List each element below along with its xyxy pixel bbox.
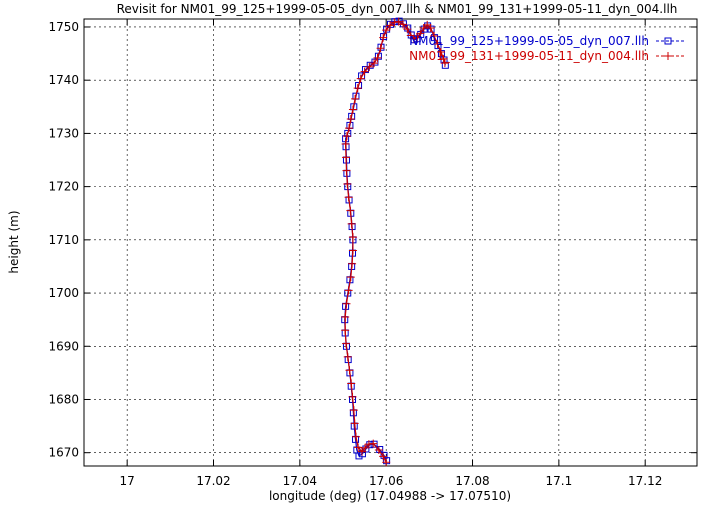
- x-tick-label: 17.08: [455, 474, 489, 488]
- data-point: [345, 366, 354, 375]
- y-tick-label: 1710: [48, 233, 79, 247]
- data-point: [394, 17, 403, 26]
- data-point: [419, 24, 428, 33]
- x-tick-label: 17: [120, 474, 135, 488]
- data-point: [347, 219, 356, 228]
- y-tick-label: 1740: [48, 73, 79, 87]
- data-point: [348, 246, 357, 255]
- data-point: [439, 54, 448, 63]
- data-point: [379, 452, 388, 461]
- y-tick-label: 1700: [48, 286, 79, 300]
- x-tick-label: 17.1: [545, 474, 572, 488]
- data-point: [376, 44, 385, 53]
- data-point: [348, 392, 357, 401]
- data-point: [341, 313, 350, 321]
- data-point: [342, 153, 351, 162]
- series-2: [341, 17, 449, 467]
- data-point: [416, 29, 425, 38]
- data-point: [349, 406, 358, 415]
- data-point: [356, 74, 365, 83]
- data-point: [376, 446, 384, 454]
- data-point: [358, 447, 367, 456]
- tick-layer: 17 17.02 17.04 17.06 17.08 17.1 17.12 1670 1680 1…: [48, 19, 697, 488]
- data-point: [348, 105, 357, 114]
- data-point: [412, 33, 421, 42]
- x-tick-label: 17.02: [196, 474, 230, 488]
- data-point: [365, 62, 374, 71]
- legend-marker: [664, 37, 672, 45]
- data-point: [364, 440, 373, 449]
- x-axis-label: longitude (deg) (17.04988 -> 17.07510): [269, 489, 511, 503]
- chart-title: Revisit for NM01_99_125+1999-05-05_dyn_0…: [117, 2, 678, 16]
- legend-label: NM01_99_125+1999-05-05_dyn_007.llh: [409, 34, 649, 48]
- data-point: [360, 67, 369, 76]
- data-point: [351, 432, 360, 441]
- x-tick-label: 17.04: [283, 474, 317, 488]
- data-point: [382, 26, 391, 35]
- data-point: [342, 166, 351, 175]
- data-point: [354, 443, 363, 452]
- data-point: [353, 84, 362, 93]
- x-tick-label: 17.06: [369, 474, 403, 488]
- data-point: [344, 286, 353, 295]
- grid-layer: [84, 19, 697, 466]
- series-line: [344, 20, 446, 461]
- data-point: [373, 53, 382, 62]
- legend-label: NM01_99_131+1999-05-11_dyn_004.llh: [409, 49, 649, 63]
- data-point: [374, 446, 383, 455]
- y-tick-label: 1750: [48, 20, 79, 34]
- y-tick-label: 1730: [48, 126, 79, 140]
- data-point: [343, 352, 352, 361]
- data-point: [350, 419, 359, 428]
- data-point: [346, 206, 355, 215]
- legend: NM01_99_125+1999-05-05_dyn_007.llhNM01_9…: [409, 34, 684, 63]
- data-point: [382, 458, 391, 467]
- data-point: [379, 33, 388, 42]
- data-point: [369, 439, 378, 448]
- data-point: [390, 18, 399, 27]
- data-point: [430, 32, 439, 41]
- data-point: [342, 339, 351, 348]
- legend-marker: [664, 52, 672, 60]
- data-point: [342, 132, 351, 141]
- data-point: [386, 21, 395, 30]
- data-point: [342, 299, 351, 308]
- data-point: [347, 379, 356, 388]
- data-point: [345, 124, 354, 133]
- data-point: [348, 233, 357, 242]
- data-point: [346, 273, 355, 282]
- data-point: [426, 24, 435, 33]
- y-tick-label: 1680: [48, 392, 79, 406]
- plot-frame: [83, 18, 698, 467]
- data-point: [351, 94, 360, 103]
- data-point: [344, 193, 353, 202]
- data-point: [341, 326, 350, 335]
- data-point: [399, 20, 408, 29]
- data-point: [343, 179, 352, 188]
- y-tick-label: 1720: [48, 180, 79, 194]
- series-layer: [341, 17, 449, 467]
- data-point: [437, 47, 446, 56]
- data-point: [346, 115, 355, 124]
- x-tick-label: 17.12: [628, 474, 662, 488]
- y-axis-label: height (m): [7, 210, 21, 273]
- data-point: [403, 25, 412, 34]
- data-point: [370, 59, 379, 68]
- data-point: [423, 20, 432, 29]
- data-point: [433, 40, 442, 49]
- data-point: [348, 259, 357, 268]
- data-point: [341, 140, 350, 149]
- y-tick-label: 1690: [48, 339, 79, 353]
- data-point: [440, 59, 449, 68]
- y-tick-label: 1670: [48, 446, 79, 460]
